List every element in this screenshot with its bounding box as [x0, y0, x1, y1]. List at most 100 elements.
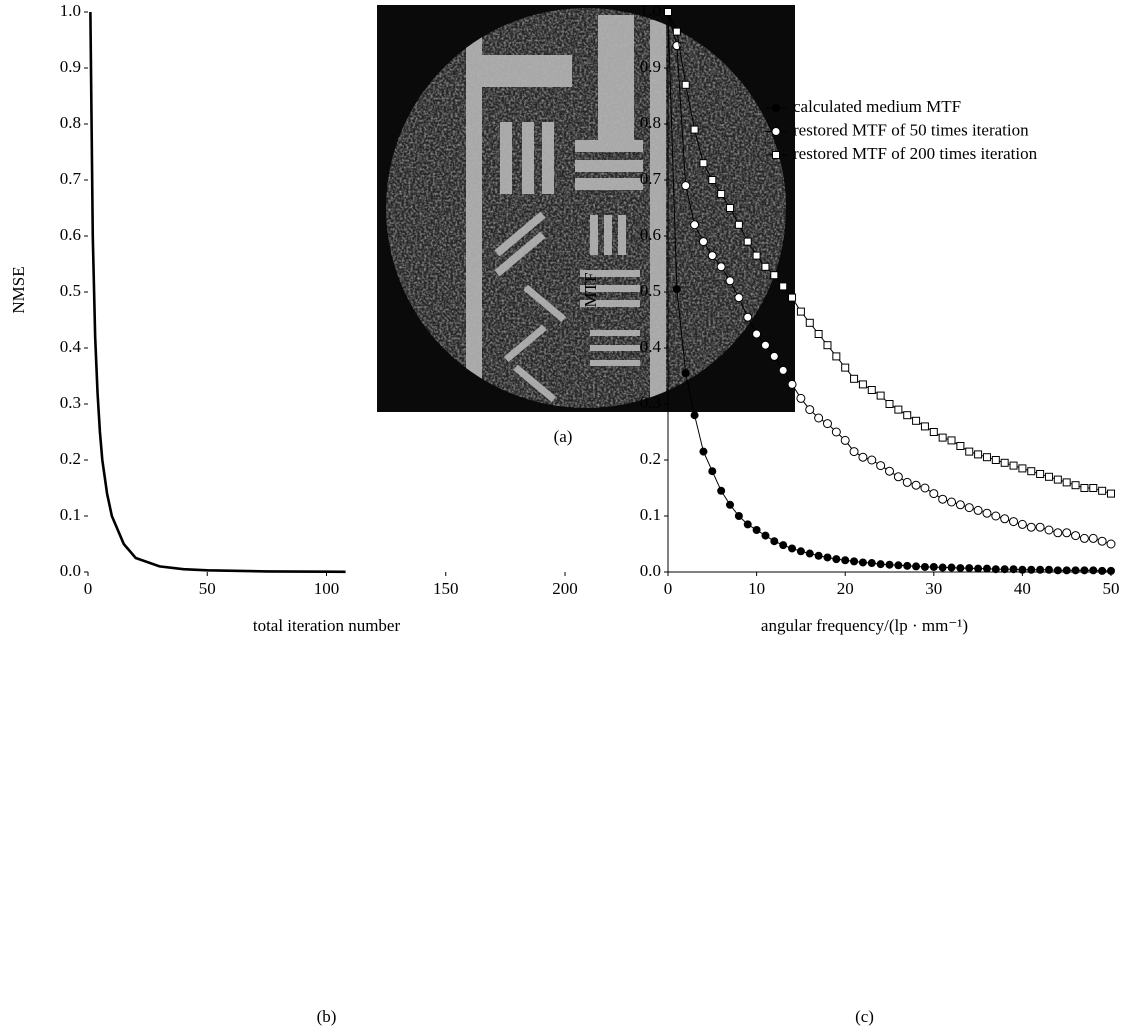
y-tick-label: 0.3 [640, 393, 661, 412]
marker [1026, 522, 1036, 532]
marker [956, 442, 965, 450]
marker [876, 391, 885, 400]
marker [726, 204, 735, 212]
marker [769, 351, 779, 361]
legend-marker [772, 104, 780, 112]
marker [938, 433, 947, 442]
legend-marker [772, 151, 780, 159]
marker [982, 508, 992, 518]
marker [681, 181, 691, 191]
marker [1053, 475, 1062, 484]
marker [716, 262, 726, 272]
marker [814, 413, 824, 423]
marker [885, 466, 894, 476]
marker [725, 276, 735, 286]
marker [752, 329, 762, 339]
marker [698, 237, 708, 247]
marker [867, 455, 877, 465]
marker [929, 562, 938, 571]
y-tick-label: 0.7 [60, 169, 82, 188]
x-tick-label: 0 [664, 579, 673, 598]
marker [717, 486, 726, 495]
image-a [377, 5, 795, 412]
caption: (b) [317, 1007, 337, 1026]
x-tick-label: 20 [837, 579, 854, 598]
marker [1071, 531, 1081, 541]
marker [1000, 565, 1009, 574]
marker [770, 537, 779, 546]
marker [1098, 566, 1107, 575]
marker [1089, 566, 1098, 575]
marker [1018, 565, 1027, 574]
marker [1044, 472, 1053, 481]
y-tick-label: 0.9 [640, 57, 661, 76]
marker [982, 453, 991, 462]
marker [903, 561, 912, 570]
marker [1000, 458, 1009, 467]
marker [947, 497, 957, 507]
marker [760, 340, 770, 350]
marker [832, 352, 841, 361]
y-tick-label: 0.5 [640, 281, 661, 300]
y-axis-label: NMSE [9, 266, 28, 313]
y-tick-label: 0.2 [640, 449, 661, 468]
marker [991, 456, 1000, 464]
marker [1053, 566, 1062, 575]
x-tick-label: 10 [748, 579, 765, 598]
marker [1071, 566, 1080, 575]
marker [734, 293, 744, 303]
y-tick-label: 0.4 [640, 337, 662, 356]
chart: 0.0 0.1 0.2 0.3 0.4 0.5 0.6 0.7 0.8 0.9 1.0 0 50 100 1… [9, 1, 578, 1026]
x-axis-label: angular frequency/(lp · mm⁻¹) [761, 616, 968, 635]
marker [876, 560, 885, 569]
marker [956, 564, 965, 573]
y-tick-label: 0.8 [60, 113, 81, 132]
marker [974, 564, 983, 573]
marker [664, 8, 672, 16]
marker [920, 422, 929, 431]
marker [858, 558, 867, 567]
marker [690, 411, 699, 420]
marker [814, 330, 823, 338]
marker [973, 505, 983, 515]
caption: (c) [855, 1007, 874, 1026]
legend-label: restored MTF of 50 times iteration [793, 120, 1029, 139]
caption: (a) [554, 427, 573, 446]
marker [823, 553, 832, 562]
marker [805, 405, 815, 415]
marker [726, 500, 735, 509]
chart: 0.0 0.1 0.2 0.3 0.4 0.5 0.6 0.7 0.8 0.9 1.0 0 10 20 30… [581, 1, 1120, 1026]
marker [1044, 525, 1054, 535]
y-tick-label: 0.2 [60, 449, 81, 468]
marker [672, 27, 681, 36]
legend-label: restored MTF of 200 times iteration [793, 144, 1038, 163]
x-tick-label: 0 [84, 579, 93, 598]
legend-marker [771, 127, 781, 136]
marker [796, 393, 806, 403]
marker [867, 386, 876, 394]
marker [690, 220, 700, 230]
y-tick-label: 0.1 [60, 505, 81, 524]
marker [761, 531, 770, 540]
marker [788, 544, 797, 553]
marker [1107, 566, 1115, 575]
marker [1053, 528, 1063, 538]
marker [1097, 536, 1107, 546]
marker [920, 562, 929, 571]
marker [858, 452, 868, 462]
marker [1017, 519, 1027, 529]
marker [743, 520, 752, 529]
marker [964, 503, 974, 513]
marker [982, 564, 991, 573]
marker [743, 312, 753, 322]
marker [1000, 514, 1010, 524]
marker [867, 559, 876, 568]
y-tick-label: 0.8 [640, 113, 661, 132]
x-tick-label: 150 [433, 579, 459, 598]
marker [912, 562, 921, 571]
marker [796, 307, 805, 316]
marker [885, 560, 894, 569]
y-tick-label: 1.0 [640, 1, 661, 20]
